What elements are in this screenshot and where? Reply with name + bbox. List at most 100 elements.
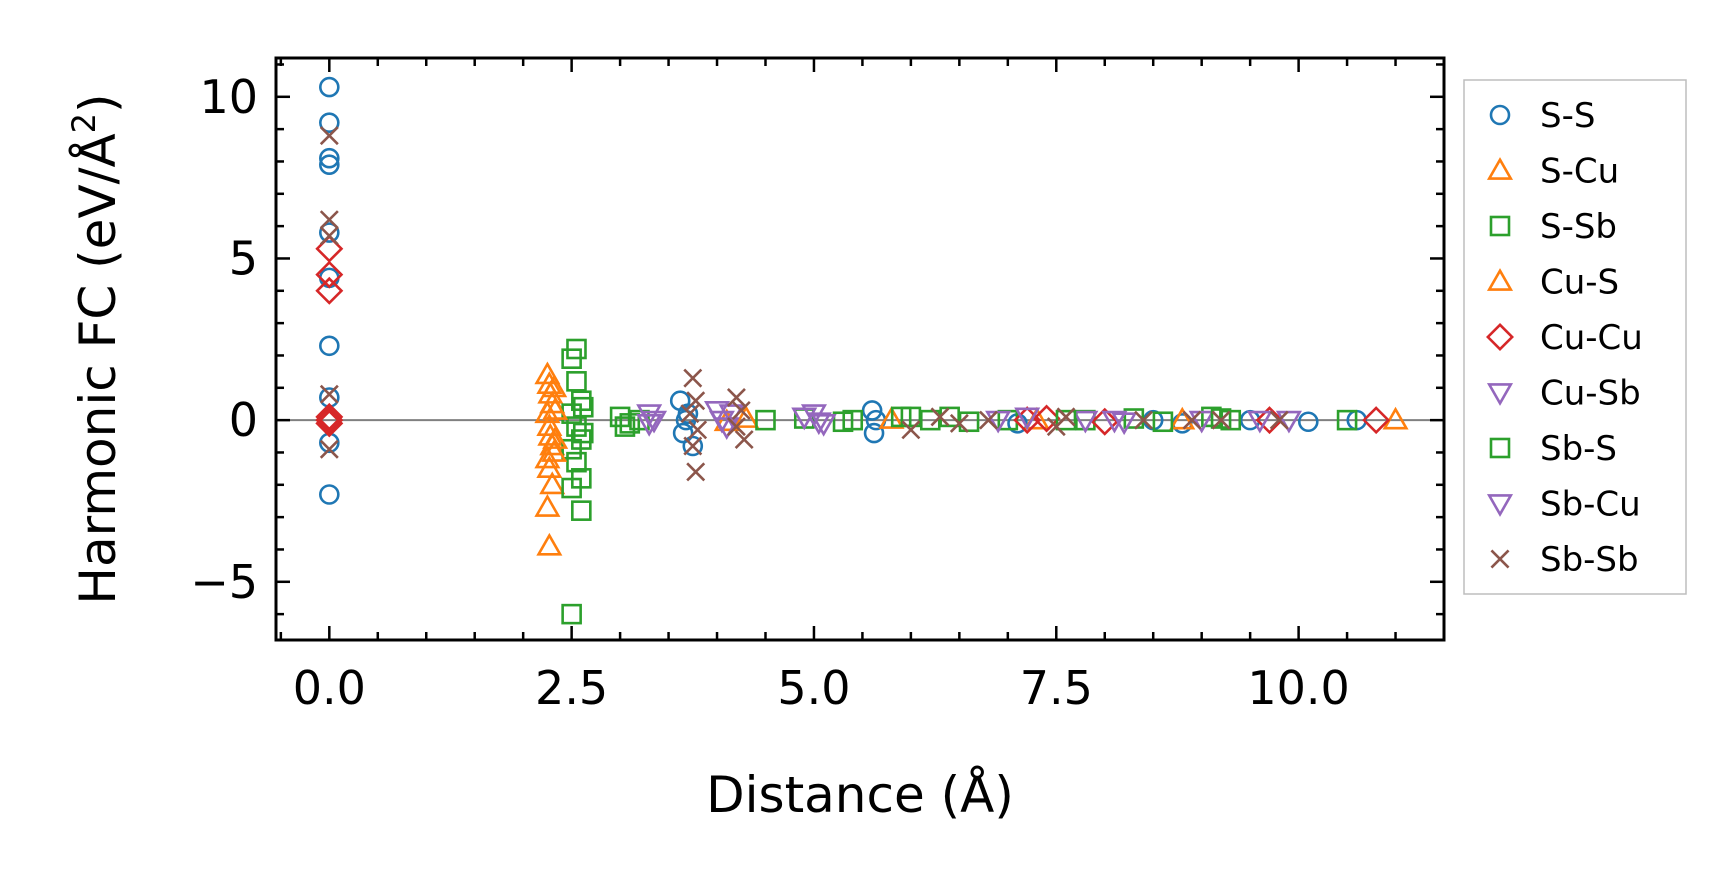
- data-point-sb-sb: [1211, 410, 1231, 430]
- data-point-s-sb: [566, 416, 587, 437]
- data-point-cu-cu: [315, 409, 344, 438]
- data-point-cu-sb: [1188, 410, 1215, 434]
- legend-marker-s-sb: [1489, 215, 1511, 237]
- data-point-s-s: [319, 484, 340, 505]
- series-sb-cu: [640, 404, 1273, 436]
- data-point-cu-s: [541, 374, 568, 398]
- data-point-s-sb: [1152, 411, 1174, 433]
- data-point-s-s: [319, 76, 340, 98]
- data-point-s-cu: [1382, 406, 1409, 430]
- data-point-sb-s: [572, 396, 594, 418]
- legend-entry-cu-sb: Cu-Sb: [1486, 374, 1641, 414]
- series-cu-s: [541, 374, 569, 462]
- legend-frame: [1463, 79, 1687, 595]
- data-point-s-s: [319, 147, 340, 169]
- data-point-s-s: [682, 435, 704, 457]
- data-point-sb-sb: [319, 210, 339, 230]
- series-s-cu: [534, 361, 1409, 556]
- data-point-s-sb: [1336, 409, 1358, 431]
- data-point-sb-cu: [805, 412, 832, 436]
- legend-label-sb-s: Sb-S: [1540, 429, 1617, 469]
- data-point-s-cu: [539, 471, 566, 495]
- x-tick-label: 2.5: [535, 661, 608, 715]
- data-point-sb-sb: [726, 417, 746, 437]
- legend-marker-sb-cu: [1486, 494, 1514, 517]
- data-point-sb-sb: [734, 430, 754, 450]
- data-point-sb-sb: [683, 368, 703, 388]
- data-point-s-sb: [566, 451, 587, 473]
- data-point-cu-cu: [315, 406, 344, 435]
- legend-marker-s-cu: [1486, 157, 1514, 180]
- x-axis-title: Distance (Å): [706, 766, 1014, 824]
- legend-marker-sb-sb: [1490, 549, 1510, 569]
- legend-marker-s-s: [1489, 104, 1511, 126]
- y-axis-title-main: Harmonic FC (eV/Å: [69, 133, 127, 604]
- data-point-cu-cu: [315, 276, 344, 305]
- data-point-sb-s: [900, 406, 922, 428]
- data-point-cu-sb: [636, 413, 663, 437]
- data-point-sb-cu: [640, 410, 668, 434]
- data-point-cu-cu: [315, 402, 344, 431]
- data-point-sb-s: [1055, 409, 1077, 431]
- data-point-s-cu: [733, 405, 760, 428]
- data-point-sb-sb: [731, 400, 751, 420]
- legend-label-cu-cu: Cu-Cu: [1540, 318, 1643, 358]
- data-point-sb-sb: [1182, 410, 1202, 430]
- series-s-s: [319, 76, 1368, 505]
- y-axis-title: Harmonic FC (eV/Å2): [65, 93, 127, 604]
- legend-entry-sb-sb: Sb-Sb: [1490, 540, 1639, 580]
- data-point-sb-sb: [1056, 407, 1076, 427]
- data-point-sb-cu: [1246, 410, 1273, 434]
- legend-label-s-cu: S-Cu: [1540, 152, 1619, 192]
- legend-entry-sb-cu: Sb-Cu: [1486, 485, 1641, 525]
- x-tick-label: 7.5: [1020, 661, 1093, 715]
- data-point-sb-s: [1210, 408, 1232, 429]
- data-point-sb-sb: [901, 420, 921, 440]
- data-point-cu-cu: [315, 234, 344, 263]
- data-point-s-s: [319, 154, 340, 175]
- data-point-s-sb: [561, 603, 582, 625]
- legend-label-cu-sb: Cu-Sb: [1540, 374, 1641, 414]
- data-point-s-s: [863, 422, 885, 444]
- data-point-sb-sb: [319, 226, 339, 246]
- axis-ticks: [276, 58, 1446, 640]
- data-point-sb-s: [842, 409, 864, 431]
- series-cu-cu: [315, 234, 1391, 438]
- data-point-cu-sb: [985, 410, 1012, 434]
- legend: S-S S-Cu S-Sb Cu-S Cu-Cu Cu-Sb Sb-S Sb-Cu Sb-Sb: [1463, 79, 1687, 595]
- legend-marker-cu-sb: [1486, 383, 1514, 406]
- data-point-sb-s: [614, 416, 636, 437]
- data-point-cu-cu: [1032, 404, 1061, 433]
- data-point-s-s: [672, 422, 694, 444]
- legend-marker-cu-cu: [1486, 323, 1514, 351]
- legend-entry-cu-cu: Cu-Cu: [1486, 318, 1643, 358]
- legend-entry-cu-s: Cu-S: [1486, 263, 1619, 303]
- data-point-s-cu: [534, 494, 561, 517]
- data-point-cu-s: [541, 439, 568, 462]
- data-point-cu-sb: [810, 413, 837, 437]
- data-point-sb-sb: [319, 126, 339, 146]
- data-point-s-s: [319, 335, 340, 357]
- legend-entry-s-sb: S-Sb: [1489, 207, 1617, 247]
- data-point-s-s: [1297, 411, 1319, 433]
- legend-label-sb-sb: Sb-Sb: [1540, 540, 1639, 580]
- data-point-s-cu: [534, 361, 561, 385]
- y-tick-label: 10: [199, 70, 258, 124]
- data-point-cu-cu: [1362, 406, 1391, 435]
- x-tick-label: 10.0: [1247, 661, 1349, 715]
- legend-label-cu-s: Cu-S: [1540, 263, 1619, 303]
- data-point-sb-sb: [319, 439, 339, 459]
- legend-label-s-sb: S-Sb: [1540, 207, 1617, 247]
- data-point-s-cu: [713, 408, 740, 432]
- data-point-cu-sb: [1275, 410, 1302, 434]
- legend-label-sb-cu: Sb-Cu: [1540, 485, 1641, 525]
- data-point-sb-sb: [683, 436, 703, 456]
- data-point-s-cu: [536, 532, 563, 556]
- data-point-s-sb: [571, 500, 592, 521]
- data-points: [315, 76, 1409, 625]
- data-point-sb-sb: [688, 420, 708, 440]
- x-tick-label: 0.0: [293, 661, 366, 715]
- data-point-sb-cu: [1101, 410, 1128, 434]
- legend-marker-cu-s: [1486, 268, 1514, 291]
